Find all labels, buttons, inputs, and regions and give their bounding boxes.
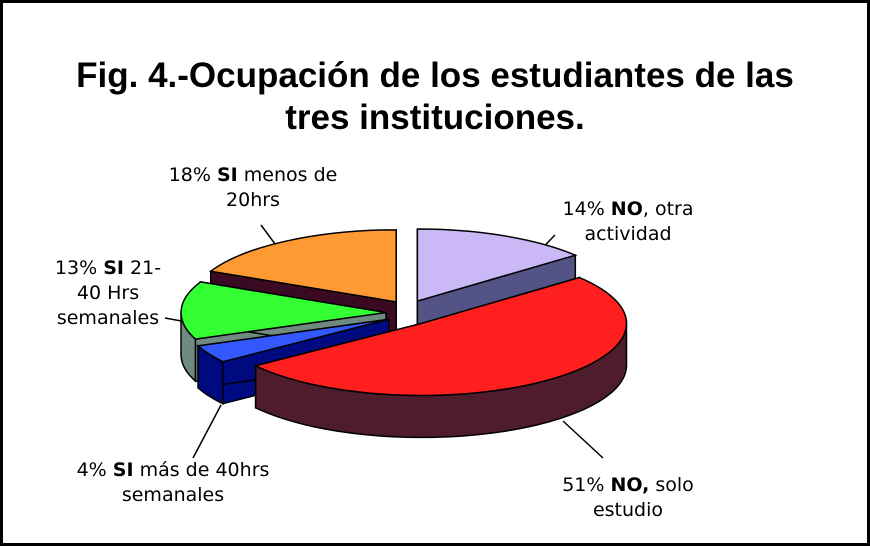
chart-title: Fig. 4.-Ocupación de los estudiantes de … — [76, 56, 794, 137]
value-label: 18% — [168, 164, 211, 186]
slice-label: 13% SI 21-40 Hrs semanales — [48, 256, 168, 331]
pie — [180, 228, 628, 439]
slice-label: 18% SI menos de 20hrs — [153, 163, 353, 213]
value-label: 14% — [562, 198, 605, 220]
label-bold: SI — [112, 459, 134, 481]
value-label: 13% — [54, 257, 98, 279]
slice-label: 51% NO, solo estudio — [558, 473, 698, 523]
slice — [180, 281, 387, 340]
slice — [196, 318, 389, 363]
label-text: , otra actividad — [584, 198, 694, 245]
slice — [208, 229, 397, 303]
pie-chart — [164, 224, 628, 459]
label-text: solo estudio — [592, 474, 694, 521]
label-text: más de 40hrs semanales — [121, 459, 270, 506]
slice — [416, 228, 578, 303]
label-text: menos de 20hrs — [226, 164, 338, 211]
slice-label: 4% SI más de 40hrs semanales — [73, 458, 273, 508]
label-bold: SI — [216, 164, 238, 186]
slice — [253, 276, 628, 397]
label-bold: SI — [103, 257, 124, 279]
label-bold: NO, — [610, 474, 650, 496]
label-bold: NO — [610, 198, 643, 220]
value-label: 51% — [562, 474, 605, 496]
slice-label: 14% NO, otra actividad — [558, 197, 698, 247]
label-text: 21-40 Hrs semanales — [56, 257, 162, 329]
leader-line — [192, 404, 222, 459]
value-label: 4% — [76, 459, 107, 481]
leader-line — [562, 420, 604, 459]
